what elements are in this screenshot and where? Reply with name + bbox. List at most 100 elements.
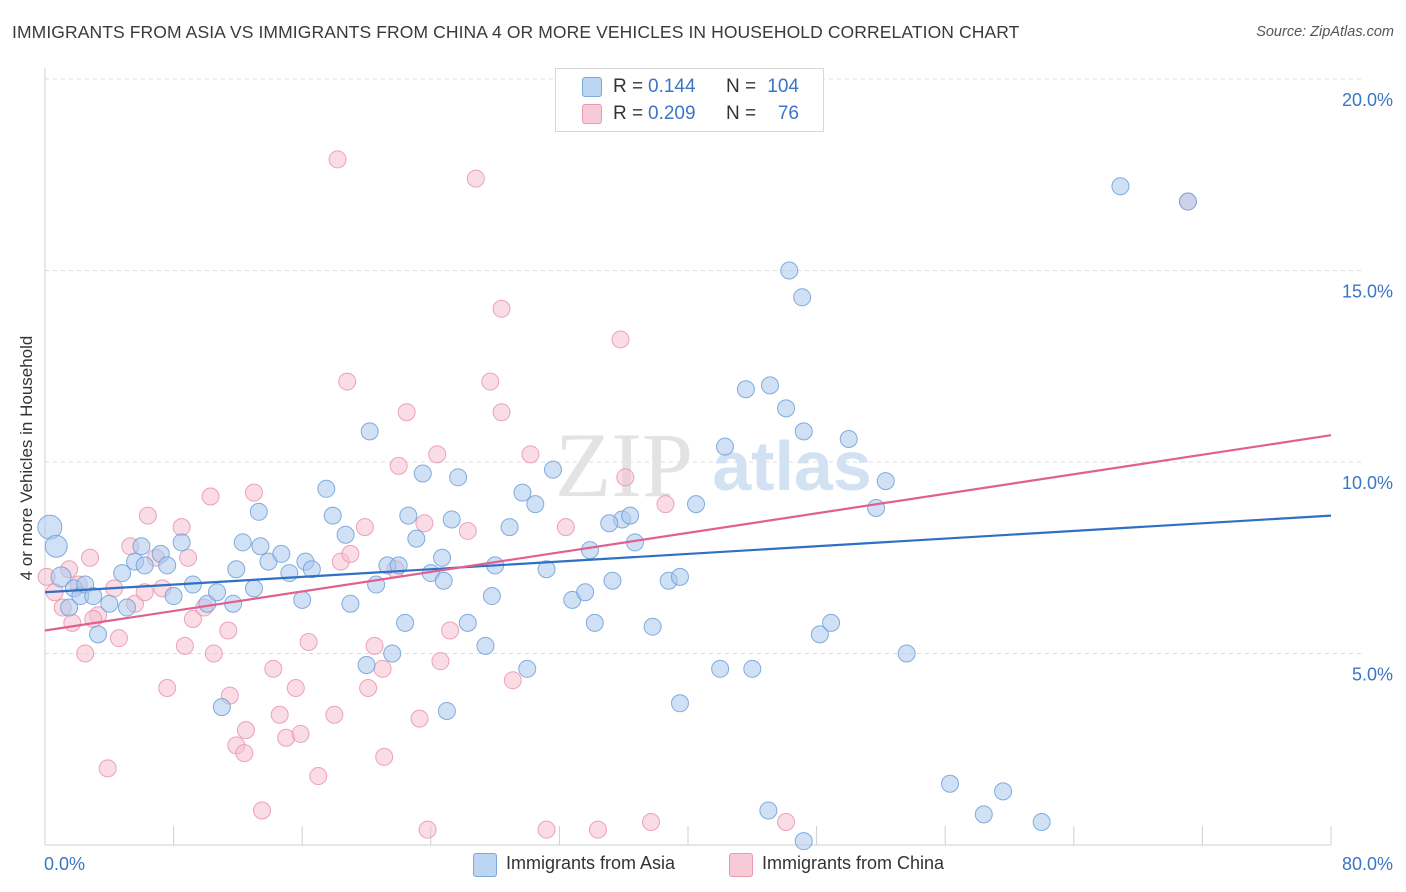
asia-point <box>413 464 432 483</box>
china-point <box>98 759 117 778</box>
r-value: 0.209 <box>648 103 696 124</box>
asia-legend-swatch <box>473 853 497 877</box>
asia-swatch <box>582 77 602 97</box>
asia-point <box>839 430 858 449</box>
china-point <box>492 299 511 318</box>
asia-point <box>897 644 916 663</box>
china-point <box>492 403 511 422</box>
axes <box>44 68 1332 846</box>
asia-point <box>994 782 1013 801</box>
china-point <box>375 747 394 766</box>
asia-point <box>89 625 108 644</box>
china-point <box>481 372 500 391</box>
n-value: 104 <box>767 76 799 97</box>
trend-lines <box>44 434 1332 632</box>
asia-point <box>323 506 342 525</box>
chart-title: IMMIGRANTS FROM ASIA VS IMMIGRANTS FROM … <box>12 22 1020 42</box>
china-point <box>556 518 575 537</box>
y-tick-label: 10.0% <box>1342 473 1393 493</box>
china-point <box>291 724 310 743</box>
asia-point <box>794 422 813 441</box>
china-point <box>373 659 392 678</box>
legend-row-asia: R = 0.144 N = 104 <box>556 74 823 100</box>
asia-point <box>135 556 154 575</box>
asia-point <box>434 571 453 590</box>
asia-point <box>389 556 408 575</box>
china-point <box>219 621 238 640</box>
r-value: 0.144 <box>648 76 696 97</box>
asia-point <box>822 613 841 632</box>
china-point <box>325 705 344 724</box>
asia-point <box>396 613 415 632</box>
asia-point <box>867 498 886 517</box>
correlation-legend: R = 0.144 N = 104 R = 0.209 N = 76 <box>555 68 824 132</box>
asia-trend-line <box>44 514 1332 594</box>
china-point <box>158 678 177 697</box>
asia-point <box>272 544 291 563</box>
china-point <box>236 721 255 740</box>
china-legend-label: Immigrants from China <box>762 853 945 873</box>
china-point <box>204 644 223 663</box>
n-label: N = <box>726 103 757 124</box>
china-point <box>183 610 202 629</box>
china-point <box>253 801 272 820</box>
asia-point <box>793 288 812 307</box>
asia-point <box>251 537 270 556</box>
asia-point <box>437 701 456 720</box>
asia-point <box>227 560 246 579</box>
asia-point <box>442 510 461 529</box>
asia-point <box>711 659 730 678</box>
asia-point <box>249 502 268 521</box>
asia-point <box>433 548 452 567</box>
y-tick-label: 20.0% <box>1342 90 1393 110</box>
asia-point <box>476 636 495 655</box>
asia-point <box>621 506 640 525</box>
asia-point <box>399 506 418 525</box>
asia-point <box>974 805 993 824</box>
asia-point <box>670 567 689 586</box>
china-swatch <box>582 104 602 124</box>
china-point <box>235 744 254 763</box>
asia-point <box>1178 192 1197 211</box>
china-point <box>172 518 191 537</box>
china-point <box>109 629 128 648</box>
asia-point <box>736 380 755 399</box>
asia-point <box>212 698 231 717</box>
china-point <box>309 767 328 786</box>
asia-point <box>500 518 519 537</box>
asia-point <box>518 659 537 678</box>
china-point <box>611 330 630 349</box>
china-point <box>410 709 429 728</box>
asia-point <box>600 514 619 533</box>
china-point <box>537 820 556 839</box>
china-point <box>201 487 220 506</box>
china-point <box>642 813 661 832</box>
asia-point <box>760 376 779 395</box>
asia-point <box>941 774 960 793</box>
asia-point <box>526 495 545 514</box>
china-point <box>338 372 357 391</box>
asia-point <box>44 534 68 558</box>
china-point <box>63 613 82 632</box>
asia-point <box>132 537 151 556</box>
asia-point <box>580 541 599 560</box>
china-point <box>521 445 540 464</box>
asia-point <box>233 533 252 552</box>
china-point <box>270 705 289 724</box>
asia-point <box>715 437 734 456</box>
china-point <box>458 521 477 540</box>
asia-point <box>670 694 689 713</box>
china-point <box>175 636 194 655</box>
asia-point <box>113 564 132 583</box>
asia-point <box>603 571 622 590</box>
asia-point <box>100 594 119 613</box>
asia-point <box>876 472 895 491</box>
y-tick-label: 15.0% <box>1342 282 1393 302</box>
asia-point <box>117 598 136 617</box>
legend-row-china: R = 0.209 N = 76 <box>556 101 823 127</box>
china-point <box>365 636 384 655</box>
china-point <box>341 544 360 563</box>
grid-lines <box>45 78 1365 654</box>
china-point <box>286 678 305 697</box>
